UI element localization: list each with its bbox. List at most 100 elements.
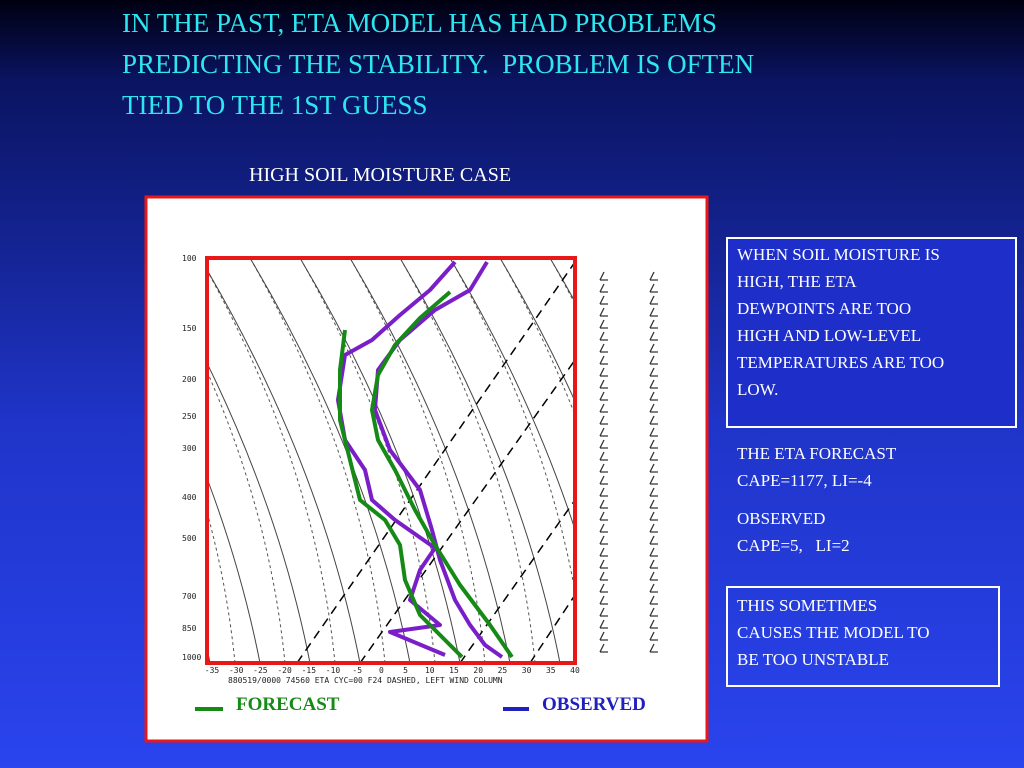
wind-barb [599, 379, 608, 389]
wind-barb [599, 583, 608, 593]
wind-barb [599, 463, 608, 473]
note-text: HIGH AND LOW-LEVEL [737, 326, 922, 345]
plot-frame [205, 256, 577, 665]
wind-barb [649, 427, 658, 437]
wind-barb [649, 403, 658, 413]
wind-barb [599, 499, 608, 509]
note-text: CAPE=1177, LI=-4 [737, 471, 872, 490]
wind-barb [649, 619, 658, 629]
mixing-line [359, 359, 575, 663]
temperature-label: 5 [403, 666, 408, 675]
wind-barb [649, 547, 658, 557]
slide-title: PREDICTING THE STABILITY. PROBLEM IS OFT… [122, 49, 755, 79]
wind-barb [649, 331, 658, 341]
wind-barb [649, 379, 658, 389]
diagram-caption: 880519/0000 74560 ETA CYC=00 F24 DASHED,… [228, 676, 503, 685]
wind-barb [599, 403, 608, 413]
wind-barb [599, 367, 608, 377]
wind-barb [599, 355, 608, 365]
wind-barb [649, 631, 658, 641]
wind-barb [599, 295, 608, 305]
dry-adiabat [207, 268, 361, 663]
figure-frame [144, 195, 709, 743]
temperature-label: -35 [205, 666, 220, 675]
dry-adiabat [0, 258, 10, 663]
moist-adiabat [207, 510, 236, 663]
wind-barb [599, 523, 608, 533]
temperature-label: -10 [326, 666, 341, 675]
temperature-label: 30 [522, 666, 532, 675]
temperature-label: 40 [570, 666, 580, 675]
moist-adiabat [249, 258, 386, 663]
diagram-background [0, 258, 575, 663]
wind-barb [649, 355, 658, 365]
legend-label: FORECAST [236, 694, 340, 715]
moist-adiabat [299, 258, 436, 663]
wind-barb [599, 331, 608, 341]
temperature-label: -15 [302, 666, 317, 675]
wind-barb [649, 595, 658, 605]
note-text: CAUSES THE MODEL TO [737, 623, 930, 642]
note-text: TEMPERATURES ARE TOO [737, 353, 945, 372]
dry-adiabat [499, 258, 575, 403]
note-text: WHEN SOIL MOISTURE IS [737, 245, 940, 264]
pressure-label: 100 [182, 254, 197, 263]
temperature-label: 0 [379, 666, 384, 675]
moist-adiabat [449, 258, 575, 595]
pressure-label: 300 [182, 444, 197, 453]
slide-title: TIED TO THE 1ST GUESS [122, 90, 428, 120]
observed-dewpoint [336, 260, 457, 657]
temperature-label: 20 [473, 666, 483, 675]
wind-barb [599, 487, 608, 497]
dry-adiabat [449, 258, 575, 532]
pressure-label: 1000 [182, 653, 201, 662]
pressure-label: 700 [182, 592, 197, 601]
wind-barb [649, 511, 658, 521]
wind-barb [599, 415, 608, 425]
wind-barb [599, 619, 608, 629]
moist-adiabat [207, 269, 336, 663]
pressure-label: 150 [182, 324, 197, 333]
wind-barb [599, 571, 608, 581]
wind-barb [599, 547, 608, 557]
wind-barb [649, 295, 658, 305]
temperature-label: 35 [546, 666, 556, 675]
wind-barb [649, 559, 658, 569]
temperature-label: -25 [253, 666, 268, 675]
pressure-label: 200 [182, 375, 197, 384]
wind-barb [599, 595, 608, 605]
temperature-label: 15 [449, 666, 459, 675]
wind-barb [599, 643, 608, 653]
note-text: CAPE=5, LI=2 [737, 536, 850, 555]
wind-barb [649, 499, 658, 509]
wind-barb [649, 607, 658, 617]
wind-barb [649, 487, 658, 497]
wind-barb [649, 283, 658, 293]
note-text: LOW. [737, 380, 779, 399]
wind-barb [599, 391, 608, 401]
note-text: THIS SOMETIMES [737, 596, 878, 615]
note-text: THE ETA FORECAST [737, 444, 897, 463]
moist-adiabat [0, 258, 35, 663]
forecast-temperature [370, 290, 514, 659]
note-text: HIGH, THE ETA [737, 272, 857, 291]
legend-label: OBSERVED [542, 694, 646, 715]
dry-adiabat [0, 258, 60, 663]
wind-barb [649, 571, 658, 581]
wind-barb [599, 439, 608, 449]
wind-barb [599, 427, 608, 437]
wind-barb [649, 367, 658, 377]
dry-adiabat [0, 258, 160, 663]
mixing-line [529, 594, 575, 663]
wind-barb [649, 439, 658, 449]
wind-barb [599, 511, 608, 521]
dry-adiabat [0, 258, 110, 663]
wind-barb [649, 475, 658, 485]
dry-adiabat [207, 362, 311, 663]
temperature-label: 10 [425, 666, 435, 675]
wind-barb [599, 283, 608, 293]
wind-barb [599, 271, 608, 281]
wind-barb [649, 319, 658, 329]
